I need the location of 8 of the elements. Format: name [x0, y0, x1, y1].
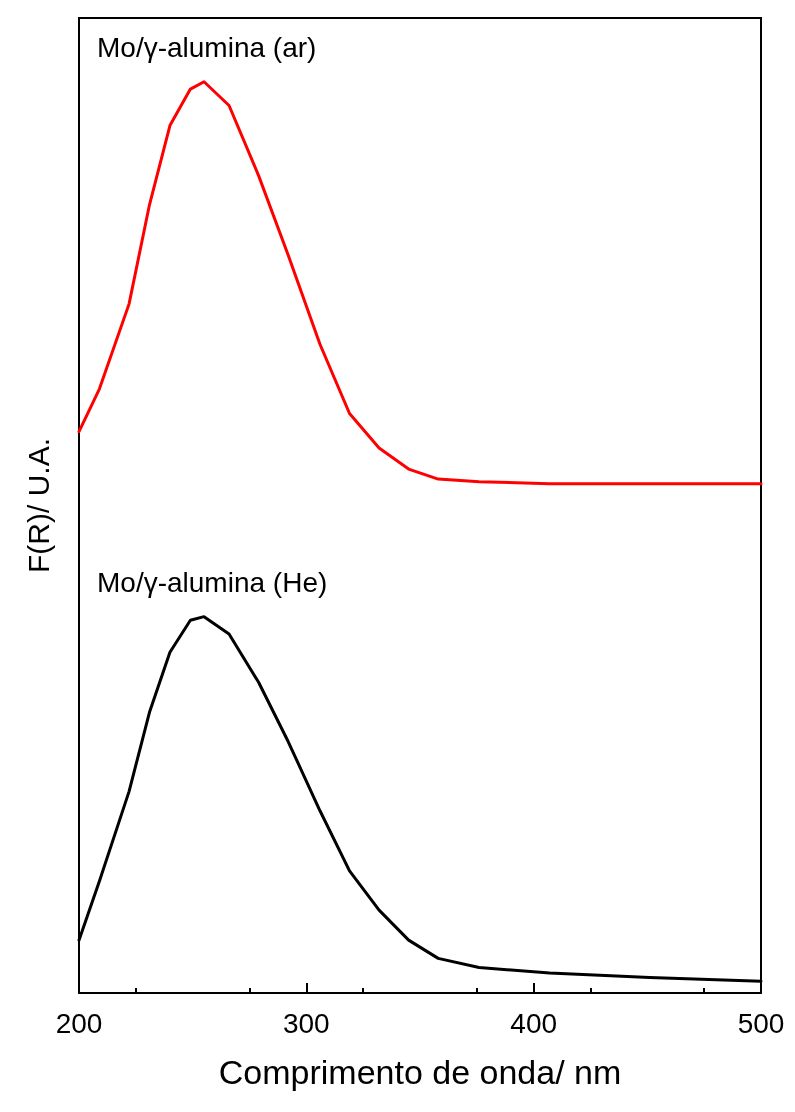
- series-label: Mo/γ-alumina (ar): [97, 32, 317, 64]
- x-tick-label: 400: [510, 1007, 558, 1039]
- series-label: Mo/γ-alumina (He): [97, 567, 328, 599]
- x-tick-label: 500: [737, 1007, 785, 1039]
- x-axis-title: Comprimento de onda/ nm: [218, 1053, 622, 1091]
- x-tick-label: 200: [55, 1007, 103, 1039]
- x-tick-label: 300: [282, 1007, 330, 1039]
- y-axis-title: F(R)/ U.A.: [21, 438, 55, 573]
